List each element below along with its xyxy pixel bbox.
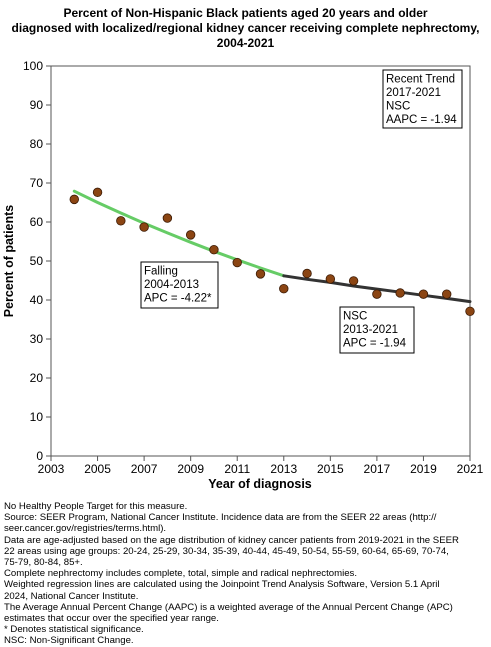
annotation-box [382,69,463,129]
data-point [348,276,359,286]
chart-title-line: 2004-2021 [216,36,275,50]
data-point [92,187,103,198]
data-point [116,216,126,226]
footnotes: No Healthy People Target for this measur… [4,501,488,647]
footnote-line: Source: SEER Program, National Cancer In… [4,512,437,524]
trend-lines [72,189,472,304]
chart-title: Percent of Non-Hispanic Black patients a… [0,6,491,51]
data-point [325,274,336,284]
x-axis: 2003 2005 2007 2009 2011 2013 2015 2017 2019 2021 [38,456,484,476]
trend-line [282,274,472,304]
annotation-text: NSC [386,101,410,113]
annotation-box [339,306,415,354]
x-tick-label: 2011 [224,462,250,476]
footnote-line: Complete nephrectomy includes complete, … [4,568,358,580]
data-point [162,213,173,223]
y-tick-label: 90 [30,98,44,112]
y-tick-label: 60 [30,215,44,229]
annotation-text: Recent Trend [386,74,455,86]
annotation-text: APC = -4.22* [144,293,212,305]
annotation-text: APC = -1.94 [343,338,407,350]
data-point [69,194,79,205]
chart-title-line: diagnosed with localized/regional kidney… [11,21,480,35]
data-point [255,269,266,279]
x-tick-label: 2017 [364,462,391,476]
y-tick-label: 0 [36,449,43,463]
x-tick-label: 2003 [38,462,65,476]
footnote-line: NSC: Non-Significant Change. [4,635,134,647]
y-tick-label: 20 [30,371,44,385]
data-point [185,230,196,240]
y-tick-label: 70 [30,176,44,190]
x-tick-label: 2019 [410,462,437,476]
x-tick-label: 2007 [131,462,158,476]
data-point [232,257,242,268]
annotation-text: 2017-2021 [386,87,441,99]
annotation-text: Falling [144,266,178,278]
x-tick-label: 2005 [84,462,111,476]
y-axis-label: Percent of patients [2,205,16,318]
annotation-box [140,261,219,309]
x-axis-label: Year of diagnosis [208,477,312,491]
x-tick-label: 2013 [270,462,297,476]
data-point [209,244,219,255]
footnote-line: 2024, National Cancer Institute. [4,590,139,602]
data-point [395,288,405,298]
data-point [442,289,452,299]
footnote-line: No Healthy People Target for this measur… [4,501,188,512]
footnote-line: * Denotes statistical significance. [4,624,144,636]
x-tick-label: 2021 [457,462,484,476]
data-points [69,187,475,317]
footnote-line: Data are age-adjusted based on the age d… [4,534,459,546]
footnote-line: The Average Annual Percent Change (AAPC)… [4,601,453,613]
plot-area [50,65,471,457]
footnote-line: seer.cancer.gov/registries/terms.html). [4,523,167,535]
y-tick-label: 10 [30,410,44,424]
data-point [302,268,312,279]
x-tick-label: 2009 [177,462,204,476]
data-point [372,289,382,299]
chart-title-line: Percent of Non-Hispanic Black patients a… [63,6,428,20]
y-tick-label: 50 [30,254,44,268]
y-tick-label: 30 [30,332,44,346]
annotation-text: 2013-2021 [343,324,398,336]
annotation-text: 2004-2013 [144,279,199,291]
y-tick-label: 80 [30,137,44,151]
annotation-text: NSC [343,311,367,323]
data-point [279,283,289,294]
annotation-text: AAPC = -1.94 [386,114,457,126]
y-tick-label: 40 [30,293,44,307]
y-axis: 0 10 20 30 40 50 60 70 80 90 100 [23,59,51,463]
data-point [139,222,149,232]
footnote-line: estimates that occur over the specified … [4,613,219,625]
footnote-line: 75-79, 80-84, 85+. [4,557,83,569]
data-point [465,306,475,317]
footnote-line: Weighted regression lines are calculated… [4,579,440,591]
footnote-line: 22 areas using age groups: 20-24, 25-29,… [4,545,449,557]
y-tick-label: 100 [23,59,43,73]
trend-line [72,189,286,278]
x-tick-label: 2015 [317,462,344,476]
data-point [418,289,429,299]
